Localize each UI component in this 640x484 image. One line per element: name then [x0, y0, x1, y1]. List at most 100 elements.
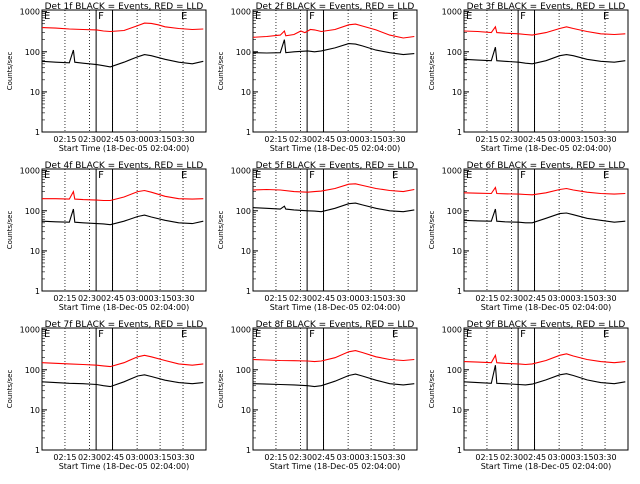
y-tick-label: 100: [236, 48, 251, 57]
event-marker-F: F: [309, 11, 315, 22]
plot-frame: [41, 327, 207, 451]
y-axis-label: Counts/sec: [6, 211, 14, 250]
x-tick-label: 03:15: [571, 135, 594, 144]
x-tick-label: 03:00: [337, 453, 360, 462]
x-axis-label: Start Time (18-Dec-05 02:04:00): [59, 303, 190, 312]
plot-frame: [463, 9, 629, 133]
x-tick-label: 03:00: [126, 135, 149, 144]
event-marker-E: E: [603, 170, 609, 181]
x-axis-label: Start Time (18-Dec-05 02:04:00): [59, 144, 190, 153]
x-axis-label: Start Time (18-Dec-05 02:04:00): [270, 462, 401, 471]
event-marker-E: E: [181, 329, 187, 340]
plot-frame: [463, 327, 629, 451]
event-marker-E: E: [392, 170, 398, 181]
x-tick-label: 02:45: [101, 453, 124, 462]
x-tick-label: 02:15: [264, 453, 287, 462]
y-tick-label: 1000: [442, 326, 462, 335]
x-tick-label: 02:30: [78, 453, 101, 462]
series-line-red: [463, 186, 626, 196]
chart-title: Det 7f BLACK = Events, RED = LLD: [45, 320, 204, 330]
y-tick-label: 1000: [20, 8, 40, 17]
y-tick-label: 10: [30, 406, 40, 415]
x-tick-label: 02:30: [289, 135, 312, 144]
event-marker-E: E: [181, 170, 187, 181]
series-line-red: [252, 23, 415, 39]
x-tick-label: 03:00: [126, 294, 149, 303]
x-tick-label: 02:15: [264, 294, 287, 303]
event-marker-F: F: [98, 11, 104, 22]
series-line-red: [42, 189, 204, 202]
series-line-black: [41, 374, 204, 388]
y-axis-label: Counts/sec: [428, 52, 436, 91]
event-marker-E: E: [255, 11, 261, 22]
y-tick-label: 100: [447, 366, 462, 375]
x-axis-label: Start Time (18-Dec-05 02:04:00): [481, 144, 612, 153]
series-line-black: [463, 47, 626, 65]
event-marker-E: E: [603, 329, 609, 340]
chart-title: Det 3f BLACK = Events, RED = LLD: [467, 2, 626, 12]
x-tick-label: 02:30: [78, 294, 101, 303]
x-tick-label: 02:45: [312, 135, 335, 144]
event-marker-E: E: [181, 11, 187, 22]
series-line-red: [41, 354, 204, 368]
x-tick-label: 03:15: [149, 294, 172, 303]
plot-frame: [252, 327, 418, 451]
event-marker-E: E: [255, 329, 261, 340]
x-tick-label: 02:30: [500, 294, 523, 303]
y-tick-label: 1000: [231, 326, 251, 335]
x-tick-label: 03:00: [548, 135, 571, 144]
x-tick-label: 03:30: [383, 294, 406, 303]
y-tick-label: 1000: [442, 167, 462, 176]
event-marker-E: E: [392, 11, 398, 22]
y-tick-label: 1: [246, 446, 251, 455]
event-marker-E: E: [44, 11, 50, 22]
y-tick-label: 1: [457, 128, 462, 137]
y-tick-label: 10: [452, 247, 462, 256]
event-marker-E: E: [44, 170, 50, 181]
y-axis-label: Counts/sec: [217, 211, 225, 250]
y-tick-label: 10: [452, 88, 462, 97]
x-tick-label: 02:15: [475, 294, 498, 303]
y-tick-label: 100: [236, 207, 251, 216]
x-tick-label: 03:30: [594, 135, 617, 144]
event-marker-F: F: [309, 170, 315, 181]
x-tick-label: 02:15: [53, 135, 76, 144]
x-tick-label: 02:15: [264, 135, 287, 144]
y-tick-label: 1: [35, 287, 40, 296]
event-marker-F: F: [309, 329, 315, 340]
x-axis-label: Start Time (18-Dec-05 02:04:00): [270, 303, 401, 312]
y-tick-label: 100: [447, 48, 462, 57]
series-line-red: [463, 353, 626, 366]
x-axis-label: Start Time (18-Dec-05 02:04:00): [481, 303, 612, 312]
x-tick-label: 02:15: [475, 453, 498, 462]
x-tick-label: 02:30: [500, 135, 523, 144]
plot-frame: [463, 168, 629, 292]
chart-title: Det 8f BLACK = Events, RED = LLD: [256, 320, 415, 330]
y-tick-label: 1: [246, 287, 251, 296]
x-tick-label: 03:15: [360, 294, 383, 303]
y-tick-label: 1000: [20, 167, 40, 176]
y-tick-label: 10: [30, 88, 40, 97]
x-tick-label: 02:15: [475, 135, 498, 144]
y-tick-label: 1: [457, 287, 462, 296]
x-tick-label: 03:15: [571, 453, 594, 462]
y-axis-label: Counts/sec: [217, 52, 225, 91]
series-line-black: [463, 208, 626, 224]
x-tick-label: 03:30: [172, 294, 195, 303]
y-tick-label: 100: [25, 48, 40, 57]
event-marker-F: F: [520, 170, 526, 181]
x-tick-label: 02:45: [312, 294, 335, 303]
x-tick-label: 02:15: [53, 453, 76, 462]
chart-title: Det 6f BLACK = Events, RED = LLD: [467, 161, 626, 171]
chart-title: Det 9f BLACK = Events, RED = LLD: [467, 320, 626, 330]
y-tick-label: 10: [241, 88, 251, 97]
x-tick-label: 03:30: [172, 453, 195, 462]
x-tick-label: 03:00: [548, 453, 571, 462]
y-tick-label: 10: [30, 247, 40, 256]
x-tick-label: 03:00: [337, 135, 360, 144]
y-tick-label: 1000: [231, 8, 251, 17]
